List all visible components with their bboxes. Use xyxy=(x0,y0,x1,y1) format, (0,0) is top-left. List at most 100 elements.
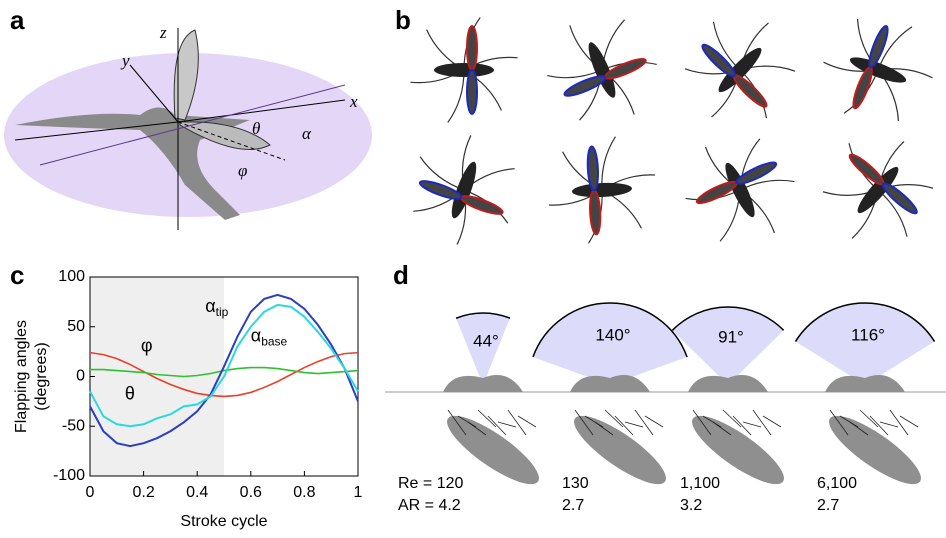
wing xyxy=(586,145,599,192)
mosquito-image xyxy=(549,136,655,244)
x-tick-label: 0.4 xyxy=(186,484,208,501)
mosquito-image xyxy=(413,135,515,245)
sweep-wedge xyxy=(672,306,784,385)
wing-track xyxy=(644,415,664,428)
series-line xyxy=(90,366,359,378)
body xyxy=(849,57,907,83)
series-label: αtip xyxy=(205,296,228,319)
series-name: α xyxy=(251,325,261,345)
x-tick-label: 0.2 xyxy=(132,484,154,501)
panel-label: c xyxy=(10,260,24,290)
wing xyxy=(563,75,607,97)
wing-track xyxy=(517,415,537,428)
body xyxy=(718,47,762,93)
sweep-arc xyxy=(794,302,936,342)
y-tick-label: -100 xyxy=(53,467,85,484)
wing-track xyxy=(889,409,909,436)
wing-track xyxy=(879,421,899,428)
wing xyxy=(695,180,738,205)
y-axis-label: Flapping angles xyxy=(13,320,30,433)
series-sub: base xyxy=(261,335,287,349)
series-label: φ xyxy=(141,335,153,355)
axis-label: y xyxy=(120,51,130,70)
x-tick-label: 0.8 xyxy=(293,484,315,501)
angle-label: θ xyxy=(252,119,260,138)
y-tick-label: -50 xyxy=(62,417,85,434)
ar-label: 2.7 xyxy=(817,497,839,514)
axis-label: x xyxy=(349,92,358,111)
wing-track xyxy=(604,409,624,428)
x-tick-label: 0.6 xyxy=(240,484,262,501)
body-profile xyxy=(688,375,768,392)
wing-track xyxy=(829,409,849,436)
plane-line xyxy=(39,84,346,166)
angle-label: α xyxy=(302,124,312,143)
wing xyxy=(466,69,478,115)
sweep-arc xyxy=(532,302,688,358)
series-line xyxy=(89,351,359,398)
wing-track xyxy=(742,421,762,428)
shaded-region xyxy=(90,277,224,476)
series-line xyxy=(89,303,359,428)
ar-label: 3.2 xyxy=(680,497,702,514)
wing xyxy=(701,43,736,78)
mosquito-image xyxy=(685,138,795,242)
mosquito-image xyxy=(410,17,518,123)
wing-track xyxy=(869,415,889,436)
x-axis-label: Stroke cycle xyxy=(180,513,267,530)
wing-track xyxy=(624,421,644,428)
panel-a: a z y x θ α φ xyxy=(4,5,372,230)
series-line xyxy=(89,293,359,448)
wing-up xyxy=(173,29,199,121)
axis xyxy=(14,121,179,141)
body-profile xyxy=(825,375,905,392)
sweep-label: 44° xyxy=(473,331,499,350)
re-label: 6,100 xyxy=(817,475,857,492)
sweep-wedge xyxy=(456,313,510,385)
series-name: φ xyxy=(141,335,153,355)
wing-silhouette xyxy=(692,415,784,485)
wing-track xyxy=(447,409,467,436)
wing xyxy=(733,74,768,108)
re-label: Re = 120 xyxy=(398,475,463,492)
body-profile xyxy=(443,375,523,392)
panel-label: b xyxy=(395,5,411,35)
wing xyxy=(460,195,504,215)
y-tick-label: 100 xyxy=(58,268,85,285)
series-label: αbase xyxy=(251,325,288,348)
chord-line xyxy=(177,121,286,161)
re-label: 130 xyxy=(562,475,589,492)
wing xyxy=(848,153,885,186)
wing-track xyxy=(507,409,527,436)
wing-track xyxy=(712,421,732,436)
panel-b: b xyxy=(395,5,934,245)
sweep-arc xyxy=(671,306,785,331)
wing-silhouette xyxy=(829,415,921,485)
wing xyxy=(466,25,478,71)
x-tick-label: 1 xyxy=(354,484,363,501)
axis-label: z xyxy=(159,23,167,42)
body xyxy=(725,162,755,218)
wing-track xyxy=(732,415,752,436)
panel-label: d xyxy=(393,260,409,290)
x-tick-label: 0 xyxy=(86,484,95,501)
wing-track xyxy=(614,415,634,436)
mosquito-image xyxy=(547,19,657,121)
wing-side xyxy=(179,121,271,150)
y-axis-label: (degrees) xyxy=(33,342,50,410)
body-profile xyxy=(570,375,650,392)
wing xyxy=(604,58,647,80)
sweep-arc xyxy=(455,312,511,319)
wing-track xyxy=(849,421,869,436)
panel-c: c -100 -50 0 50 100 0 0.2 0.4 0.6 0.8 1 Stroke cycl… xyxy=(10,260,363,530)
wing-track xyxy=(692,409,712,436)
wing-track xyxy=(467,421,487,436)
leg xyxy=(447,69,465,123)
wing-silhouette xyxy=(574,415,666,485)
plot-frame xyxy=(89,276,359,477)
wing-track xyxy=(497,421,517,428)
sweep-label: 116° xyxy=(851,325,885,344)
mosquito-image xyxy=(822,141,934,239)
panel-d: d 44° Re = 120 AR = 4.2 140° 130 2.7 91° 1,100 3… xyxy=(385,260,946,514)
